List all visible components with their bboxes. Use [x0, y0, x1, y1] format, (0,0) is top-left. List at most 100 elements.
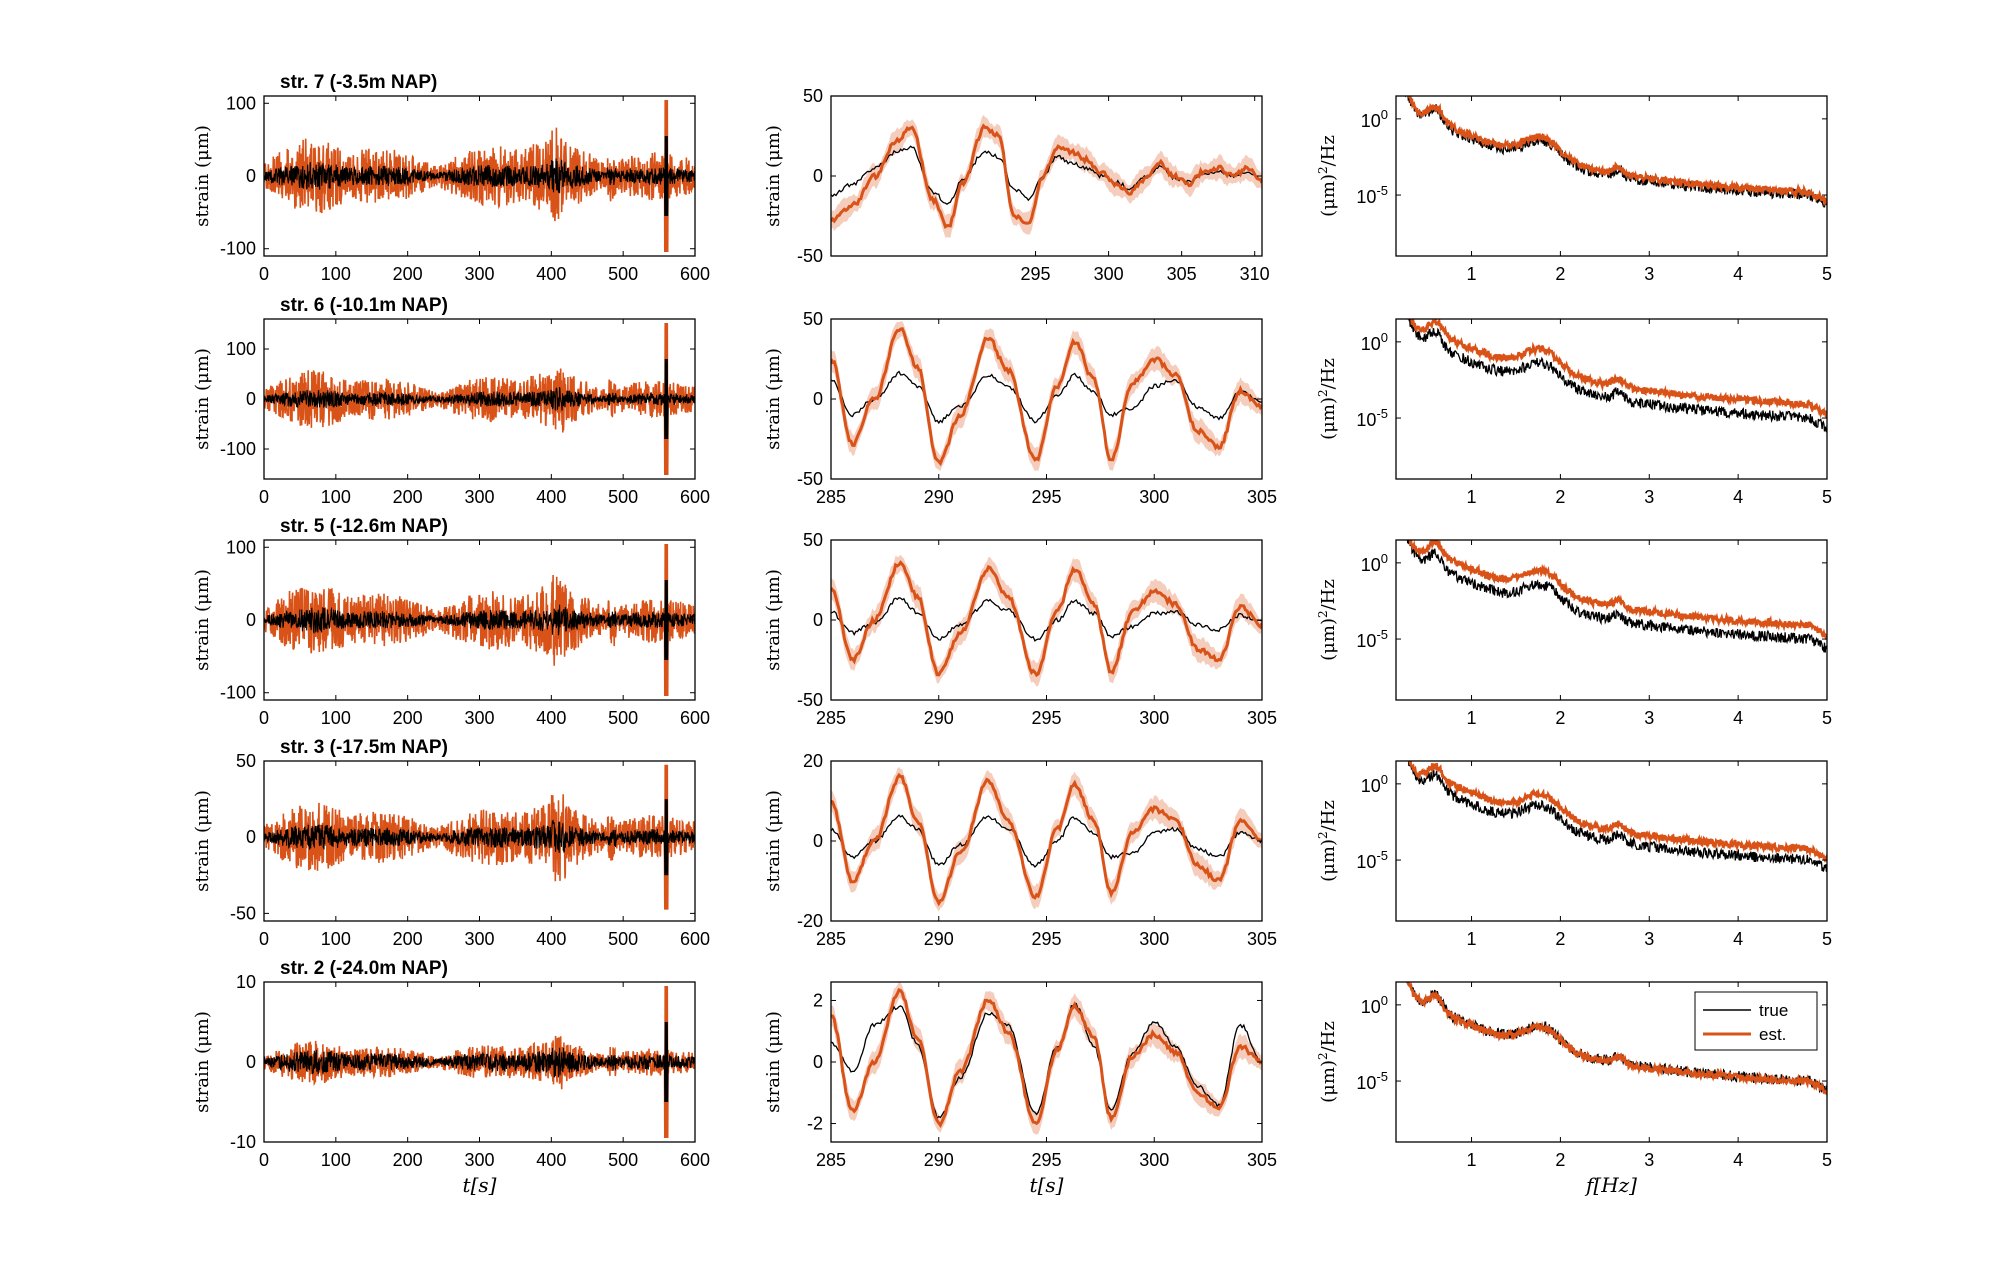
zoom-panel: 285 290 295 300 305 50 0 -50 strain (μm) [763, 309, 1277, 507]
y-tick-label: -50 [797, 690, 823, 710]
zoom-panel: 285 290 295 300 305 50 0 -50 strain (μm) [763, 530, 1277, 728]
y-tick-label: 50 [803, 530, 823, 550]
x-tick-label: 200 [393, 264, 423, 284]
x-tick-label: 1 [1467, 708, 1477, 728]
x-tick-label: 2 [1555, 1150, 1565, 1170]
est-spectrum-line [1404, 96, 1827, 207]
y-tick-label: 10-5 [1356, 848, 1388, 872]
x-tick-label: 300 [464, 264, 494, 284]
y-tick-label: 2 [813, 990, 823, 1010]
est-spectrum-line [1408, 540, 1827, 641]
x-tick-label: 2 [1555, 929, 1565, 949]
est-zoom-line [831, 987, 1262, 1128]
x-tick-label: 290 [924, 1150, 954, 1170]
y-tick-label: -50 [797, 246, 823, 266]
spectrum-axes [1395, 539, 1828, 701]
y-tick-label: 50 [803, 86, 823, 106]
x-tick-label: 295 [1021, 264, 1051, 284]
y-tick-label: 20 [803, 751, 823, 771]
y-tick-label: 100 [1361, 772, 1388, 796]
y-tick-label: 10-5 [1356, 183, 1388, 207]
est-zoom-line [831, 326, 1262, 467]
x-tick-label: 0 [259, 264, 269, 284]
row-4-group: str. 3 (-17.5m NAP)0 100 200 300 400 500 60050… [192, 737, 1832, 949]
x-tick-label: 4 [1733, 929, 1743, 949]
legend: true est. [1694, 991, 1818, 1051]
x-tick-label: 3 [1644, 264, 1654, 284]
y-tick-label: -100 [220, 239, 256, 259]
true-series-line [264, 1021, 695, 1103]
row-5-group: str. 2 (-24.0m NAP)0 100 200 300 400 500 60010… [192, 958, 1832, 1197]
y-tick-label: 50 [803, 309, 823, 329]
x-tick-label: 3 [1644, 929, 1654, 949]
est-spectrum-line [1403, 982, 1827, 1095]
y-tick-label: 100 [1361, 107, 1388, 131]
y-tick-label: -100 [220, 683, 256, 703]
x-tick-label: 290 [924, 929, 954, 949]
spectrum-axes [1395, 318, 1828, 480]
x-tick-label: 305 [1167, 264, 1197, 284]
y-tick-label: 100 [226, 537, 256, 557]
x-tick-label: 285 [816, 929, 846, 949]
x-tick-label: 4 [1733, 264, 1743, 284]
y-axis-label: (μm)2/Hz [1316, 135, 1339, 217]
y-axis-label: strain (μm) [763, 125, 784, 227]
x-tick-label: 300 [464, 929, 494, 949]
row-2-group: str. 6 (-10.1m NAP)0 100 200 300 400 500 60010… [192, 295, 1832, 507]
y-axis-label: strain (μm) [192, 348, 213, 450]
x-tick-label: 100 [321, 487, 351, 507]
x-tick-label: 0 [259, 487, 269, 507]
y-tick-label: 0 [246, 610, 256, 630]
spectrum-panel: 1 2 3 4 5 100 10-5 (μm)2/Hz [1316, 318, 1832, 507]
x-tick-label: 5 [1822, 264, 1832, 284]
est-zoom-line [831, 560, 1262, 678]
x-tick-label: 600 [680, 708, 710, 728]
x-tick-label: 5 [1822, 487, 1832, 507]
est-zoom-line [831, 772, 1262, 907]
x-tick-label: 500 [608, 708, 638, 728]
x-tick-label: 5 [1822, 708, 1832, 728]
x-tick-label: 0 [259, 708, 269, 728]
x-tick-label: 2 [1555, 487, 1565, 507]
y-tick-label: 0 [246, 827, 256, 847]
x-tick-label: 200 [393, 708, 423, 728]
est-series-line [264, 985, 695, 1139]
y-tick-label: 10-5 [1356, 627, 1388, 651]
x-tick-label: 0 [259, 929, 269, 949]
y-tick-label: 0 [813, 166, 823, 186]
row-title: str. 6 (-10.1m NAP) [280, 295, 448, 316]
y-axis-label: strain (μm) [192, 790, 213, 892]
x-tick-label: 100 [321, 264, 351, 284]
y-axis-label: strain (μm) [763, 348, 784, 450]
y-axis-label: strain (μm) [192, 125, 213, 227]
x-tick-label: 1 [1467, 264, 1477, 284]
est-confidence-band [831, 321, 1262, 472]
legend-box [1694, 991, 1818, 1051]
zoom-panel: 285 290 295 300 305 20 0 -20 strain (μm) [763, 751, 1277, 949]
true-spectrum-line [1406, 540, 1827, 653]
zoom-panel: 285 290 295 300 305 2 0 -2 strain (μm) t[s] [763, 981, 1277, 1197]
x-tick-label: 2 [1555, 264, 1565, 284]
row-title: str. 5 (-12.6m NAP) [280, 516, 448, 537]
true-spectrum-line [1407, 761, 1827, 873]
est-series-line [264, 764, 695, 910]
x-tick-label: 3 [1644, 708, 1654, 728]
y-tick-label: 100 [226, 339, 256, 359]
x-tick-label: 295 [1031, 708, 1061, 728]
x-tick-label: 305 [1247, 487, 1277, 507]
spectrum-panel: 1 2 3 4 5 100 10-5 (μm)2/Hz [1316, 539, 1832, 728]
x-tick-label: 500 [608, 1150, 638, 1170]
x-tick-label: 200 [393, 929, 423, 949]
y-tick-label: -50 [797, 469, 823, 489]
true-zoom-line [831, 370, 1262, 425]
true-zoom-line [831, 596, 1262, 642]
x-tick-label: 3 [1644, 1150, 1654, 1170]
y-tick-label: 0 [246, 166, 256, 186]
y-axis-label: (μm)2/Hz [1316, 358, 1339, 440]
x-tick-label: 600 [680, 929, 710, 949]
x-tick-label: 300 [1139, 487, 1169, 507]
true-series-line [264, 135, 695, 217]
